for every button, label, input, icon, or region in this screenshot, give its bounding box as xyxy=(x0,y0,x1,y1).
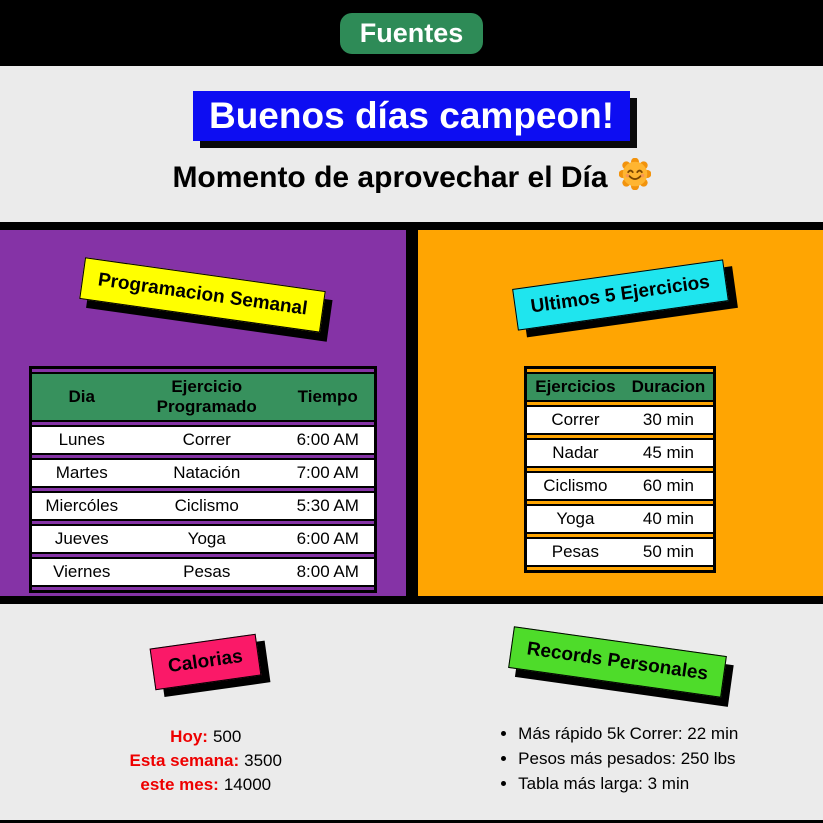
cell-exercise: Pesas xyxy=(527,537,624,568)
table-row: Ciclismo 60 min xyxy=(527,471,714,502)
col-header-ejercicio-programado: Ejercicio Programado xyxy=(131,372,282,423)
greeting-title: Buenos días campeon! xyxy=(208,95,615,136)
table-row: Lunes Correr 6:00 AM xyxy=(31,425,374,456)
cell-time: 6:00 AM xyxy=(281,425,374,456)
greeting-subtitle-text: Momento de aprovechar el Día xyxy=(172,161,608,194)
calories-today: Hoy: 500 xyxy=(0,725,412,749)
cell-day: Martes xyxy=(31,458,132,489)
col-header-tiempo: Tiempo xyxy=(281,372,374,423)
weekly-schedule-chip-row: Programacion Semanal xyxy=(0,257,406,333)
cell-duration: 30 min xyxy=(623,405,714,436)
table-row: Viernes Pesas 8:00 AM xyxy=(31,557,374,588)
recent-exercises-chip-row: Ultimos 5 Ejercicios xyxy=(418,259,823,331)
cell-time: 8:00 AM xyxy=(281,557,374,588)
table-row: Pesas 50 min xyxy=(527,537,714,568)
table-row: Yoga 40 min xyxy=(527,504,714,535)
cell-day: Lunes xyxy=(31,425,132,456)
records-block: Records Personales Más rápido 5k Correr:… xyxy=(412,604,823,820)
calories-chip-row: Calorias xyxy=(0,633,412,691)
record-item-weights: Pesos más pesados: 250 lbs xyxy=(518,746,738,771)
bottom-section: Calorias Hoy: 500 Esta semana: 3500 este m… xyxy=(0,604,823,820)
greeting-section: Buenos días campeon! Momento de aprovech… xyxy=(0,66,823,222)
calories-week: Esta semana: 3500 xyxy=(0,749,412,773)
cell-exercise: Natación xyxy=(131,458,282,489)
calories-month: este mes: 14000 xyxy=(0,773,412,797)
cell-exercise: Ciclismo xyxy=(131,491,282,522)
calories-block: Calorias Hoy: 500 Esta semana: 3500 este m… xyxy=(0,604,412,820)
table-header-row: Dia Ejercicio Programado Tiempo xyxy=(31,372,374,423)
sun-with-face-emoji-icon xyxy=(618,157,651,198)
cell-day: Viernes xyxy=(31,557,132,588)
calories-month-value: 14000 xyxy=(223,775,272,794)
greeting-banner: Buenos días campeon! xyxy=(192,91,631,141)
records-chip-row: Records Personales xyxy=(412,626,823,698)
calories-month-label: este mes: xyxy=(140,775,219,794)
cell-exercise: Yoga xyxy=(527,504,624,535)
cell-exercise: Ciclismo xyxy=(527,471,624,502)
cell-day: Miercóles xyxy=(31,491,132,522)
cell-duration: 40 min xyxy=(623,504,714,535)
weekly-schedule-panel: Programacion Semanal Dia Ejercicio Progr… xyxy=(0,230,406,596)
cell-day: Jueves xyxy=(31,524,132,555)
cell-exercise: Yoga xyxy=(131,524,282,555)
table-row: Martes Natación 7:00 AM xyxy=(31,458,374,489)
cell-time: 6:00 AM xyxy=(281,524,374,555)
weekly-schedule-label: Programacion Semanal xyxy=(79,257,327,333)
cell-exercise: Correr xyxy=(131,425,282,456)
recent-exercises-panel: Ultimos 5 Ejercicios Ejercicios Duracion… xyxy=(417,230,823,596)
cell-exercise: Correr xyxy=(527,405,624,436)
cell-duration: 60 min xyxy=(623,471,714,502)
fuentes-button[interactable]: Fuentes xyxy=(339,12,484,54)
table-header-row: Ejercicios Duracion xyxy=(527,372,714,403)
table-row: Miercóles Ciclismo 5:30 AM xyxy=(31,491,374,522)
cell-exercise: Pesas xyxy=(131,557,282,588)
cell-time: 5:30 AM xyxy=(281,491,374,522)
records-label: Records Personales xyxy=(508,626,727,698)
record-item-plank: Tabla más larga: 3 min xyxy=(518,771,738,796)
greeting-subtitle: Momento de aprovechar el Día xyxy=(0,157,823,198)
panels-band: Programacion Semanal Dia Ejercicio Progr… xyxy=(0,222,823,604)
weekly-schedule-table: Dia Ejercicio Programado Tiempo Lunes Co… xyxy=(28,366,377,594)
col-header-dia: Dia xyxy=(31,372,132,423)
cell-duration: 50 min xyxy=(623,537,714,568)
calories-today-label: Hoy: xyxy=(170,727,208,746)
col-header-ejercicios: Ejercicios xyxy=(527,372,624,403)
top-bar: Fuentes xyxy=(0,0,823,66)
table-row: Correr 30 min xyxy=(527,405,714,436)
calories-today-value: 500 xyxy=(212,727,242,746)
cell-duration: 45 min xyxy=(623,438,714,469)
recent-exercises-table: Ejercicios Duracion Correr 30 min Nadar … xyxy=(524,366,717,574)
record-item-5k: Más rápido 5k Correr: 22 min xyxy=(518,721,738,746)
calories-label: Calorias xyxy=(149,633,262,691)
calories-stats: Hoy: 500 Esta semana: 3500 este mes: 14000 xyxy=(0,725,412,797)
table-row: Nadar 45 min xyxy=(527,438,714,469)
col-header-duracion: Duracion xyxy=(623,372,714,403)
table-row: Jueves Yoga 6:00 AM xyxy=(31,524,374,555)
records-list: Más rápido 5k Correr: 22 min Pesos más p… xyxy=(496,721,738,796)
recent-exercises-label: Ultimos 5 Ejercicios xyxy=(512,259,729,331)
cell-time: 7:00 AM xyxy=(281,458,374,489)
calories-week-label: Esta semana: xyxy=(129,751,240,770)
calories-week-value: 3500 xyxy=(244,751,282,770)
cell-exercise: Nadar xyxy=(527,438,624,469)
